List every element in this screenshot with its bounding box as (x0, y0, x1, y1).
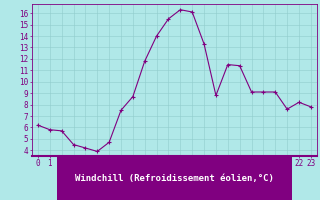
X-axis label: Windchill (Refroidissement éolien,°C): Windchill (Refroidissement éolien,°C) (75, 174, 274, 183)
